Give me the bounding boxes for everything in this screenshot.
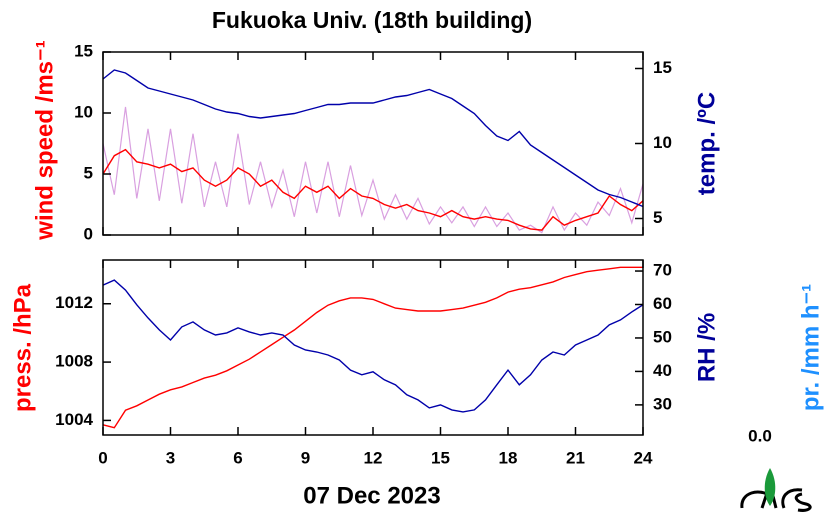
series-line (102, 148, 644, 231)
logo (740, 468, 812, 512)
y-tick-label: 1008 (55, 352, 93, 371)
x-tick-label: 9 (301, 448, 310, 467)
x-tick-label: 0 (98, 448, 107, 467)
y3-tick-label: 0.0 (748, 426, 772, 445)
y2-tick-label: 40 (653, 361, 672, 380)
series-line (102, 266, 643, 429)
x-tick-label: 24 (634, 448, 653, 467)
y-tick-label: 0 (84, 224, 93, 243)
y3-axis-label: pr. /mm h⁻¹ (797, 284, 824, 411)
plot-frame (102, 51, 644, 236)
y-axis-label: press. /hPa (9, 283, 36, 412)
plot-frame (102, 259, 644, 436)
x-tick-label: 18 (499, 448, 518, 467)
y2-tick-label: 15 (653, 58, 672, 77)
x-tick-label: 15 (431, 448, 450, 467)
x-tick-label: 21 (566, 448, 585, 467)
y-tick-label: 10 (74, 102, 93, 121)
x-axis-label: 07 Dec 2023 (303, 482, 440, 509)
y-tick-label: 1004 (55, 410, 93, 429)
y2-tick-label: 70 (653, 261, 672, 280)
y2-tick-label: 5 (653, 208, 662, 227)
y-tick-label: 15 (74, 41, 93, 60)
y-axis-label: wind speed /ms⁻¹ (31, 40, 58, 240)
series-line (102, 279, 644, 413)
y2-tick-label: 60 (653, 294, 672, 313)
y2-tick-label: 10 (653, 133, 672, 152)
x-tick-label: 3 (166, 448, 175, 467)
x-tick-label: 12 (364, 448, 383, 467)
series-line (102, 106, 644, 234)
y2-tick-label: 30 (653, 394, 672, 413)
y2-axis-label: RH /% (693, 313, 720, 382)
y2-tick-label: 50 (653, 327, 672, 346)
series-line (102, 69, 644, 208)
y2-axis-label: temp. /ºC (693, 92, 720, 195)
chart-title: Fukuoka Univ. (18th building) (212, 7, 532, 33)
y-tick-label: 1012 (55, 293, 93, 312)
y-tick-label: 5 (84, 163, 93, 182)
x-tick-label: 6 (233, 448, 242, 467)
